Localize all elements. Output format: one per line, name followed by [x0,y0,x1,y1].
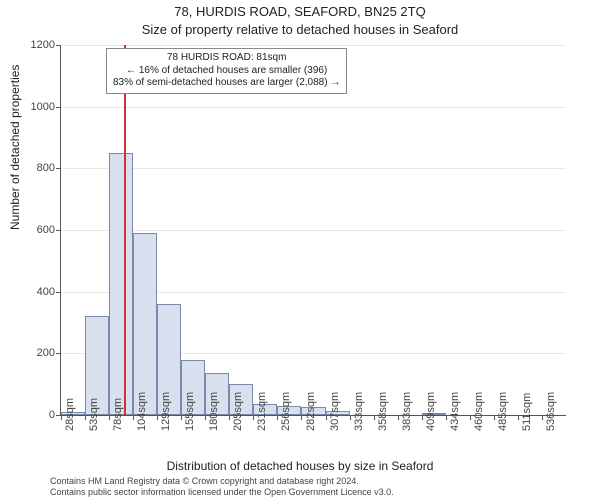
grid-line [61,230,566,231]
x-tick [494,415,495,420]
x-tick [350,415,351,420]
x-tick [253,415,254,420]
y-tick [56,292,61,293]
x-tick [326,415,327,420]
histogram-bar [133,233,157,415]
x-tick [61,415,62,420]
grid-line [61,107,566,108]
info-box-line: 78 HURDIS ROAD: 81sqm [113,52,340,65]
reference-line [124,45,126,415]
y-axis-label: Number of detached properties [8,65,22,230]
x-tick [422,415,423,420]
x-tick [446,415,447,420]
x-tick [374,415,375,420]
x-tick [181,415,182,420]
plot-area: 02004006008001000120028sqm53sqm78sqm104s… [60,45,566,416]
grid-line [61,168,566,169]
y-tick [56,353,61,354]
x-tick [133,415,134,420]
y-tick [56,230,61,231]
attribution-line1: Contains HM Land Registry data © Crown c… [50,476,394,487]
x-tick [518,415,519,420]
title-sub: Size of property relative to detached ho… [0,22,600,37]
info-box-line: 83% of semi-detached houses are larger (… [113,77,340,90]
title-main: 78, HURDIS ROAD, SEAFORD, BN25 2TQ [0,4,600,19]
y-tick [56,45,61,46]
y-tick [56,107,61,108]
attribution-line2: Contains public sector information licen… [50,487,394,498]
x-tick [398,415,399,420]
y-tick-label: 400 [21,286,55,298]
y-tick-label: 800 [21,162,55,174]
y-tick-label: 600 [21,224,55,236]
x-tick [205,415,206,420]
x-tick [301,415,302,420]
x-tick [109,415,110,420]
info-box-line: ← 16% of detached houses are smaller (39… [113,65,340,78]
info-box: 78 HURDIS ROAD: 81sqm← 16% of detached h… [106,48,347,94]
histogram-bar [109,153,133,415]
x-tick [85,415,86,420]
grid-line [61,45,566,46]
x-tick [277,415,278,420]
attribution: Contains HM Land Registry data © Crown c… [50,476,394,498]
y-tick-label: 1200 [21,39,55,51]
y-tick-label: 1000 [21,101,55,113]
y-tick [56,168,61,169]
chart-container: 78, HURDIS ROAD, SEAFORD, BN25 2TQ Size … [0,0,600,500]
x-axis-label: Distribution of detached houses by size … [0,459,600,473]
x-tick [470,415,471,420]
x-tick [157,415,158,420]
y-tick-label: 0 [21,409,55,421]
x-tick [542,415,543,420]
y-tick-label: 200 [21,347,55,359]
x-tick [229,415,230,420]
